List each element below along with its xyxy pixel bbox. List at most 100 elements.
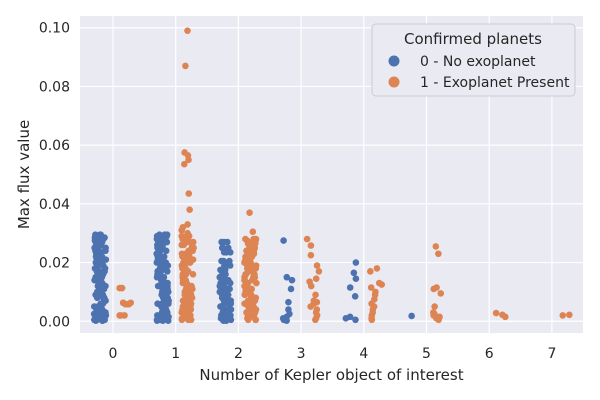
data-point-no-exoplanet [285,298,292,306]
x-tick-label: 3 [297,346,306,362]
data-point-exoplanet-present [307,251,315,259]
data-point-exoplanet-present [559,312,567,319]
y-tick-label: 0.06 [39,138,70,154]
data-point-exoplanet-present [313,262,321,269]
y-tick-label: 0.02 [39,256,70,272]
data-point-exoplanet-present [430,285,438,293]
data-point-exoplanet-present [253,279,260,287]
data-point-exoplanet-present [185,190,193,197]
data-point-exoplanet-present [315,268,323,275]
data-point-exoplanet-present [122,300,129,308]
legend-marker-exoplanet-present [388,76,400,88]
data-point-no-exoplanet [408,312,415,320]
data-point-exoplanet-present [187,316,195,324]
legend-marker-no-exoplanet [388,55,400,67]
data-point-exoplanet-present [367,268,374,275]
data-point-exoplanet-present [492,309,500,317]
y-axis-label: Max flux value [15,120,33,229]
data-point-no-exoplanet [163,268,171,275]
data-point-exoplanet-present [367,284,375,291]
x-tick-label: 7 [547,346,556,362]
y-tick-label: 0.08 [39,79,70,95]
data-point-exoplanet-present [186,259,194,266]
data-point-no-exoplanet [287,285,295,293]
data-point-exoplanet-present [501,313,509,321]
data-point-exoplanet-present [186,206,193,214]
data-point-exoplanet-present [252,316,260,324]
data-point-exoplanet-present [184,27,191,34]
data-point-no-exoplanet [288,276,296,284]
data-point-exoplanet-present [312,291,319,299]
data-point-exoplanet-present [182,62,189,70]
data-point-no-exoplanet [220,248,228,256]
data-point-exoplanet-present [249,228,257,236]
x-tick-label: 5 [422,346,431,362]
y-tick-labels: 0.00 0.02 0.04 0.06 0.08 0.10 [39,21,70,331]
x-axis-label: Number of Kepler object of interest [199,366,463,384]
gridlines [80,16,583,333]
y-tick-label: 0.04 [39,197,70,213]
data-point-exoplanet-present [303,235,311,243]
data-point-no-exoplanet [350,269,358,277]
data-point-exoplanet-present [184,221,191,228]
data-point-no-exoplanet [218,238,225,246]
data-point-exoplanet-present [432,243,440,250]
data-point-no-exoplanet [225,300,233,307]
data-point-exoplanet-present [117,312,125,319]
data-point-no-exoplanet [222,317,230,324]
data-point-no-exoplanet [92,317,100,324]
data-point-exoplanet-present [116,284,123,292]
data-point-no-exoplanet [162,247,170,255]
data-point-no-exoplanet [226,279,234,287]
x-tick-label: 4 [359,346,368,362]
data-point-exoplanet-present [435,250,442,258]
data-point-no-exoplanet [352,259,360,266]
data-point-no-exoplanet [102,247,109,255]
data-point-exoplanet-present [435,316,442,324]
data-point-exoplanet-present [312,275,320,282]
legend-title: Confirmed planets [404,30,542,48]
x-tick-label: 1 [171,346,180,362]
data-point-no-exoplanet [346,284,354,291]
data-point-no-exoplanet [283,273,291,281]
data-point-exoplanet-present [180,160,188,168]
x-tick-label: 0 [109,346,118,362]
data-point-exoplanet-present [185,156,192,164]
data-point-no-exoplanet [217,303,225,310]
data-point-exoplanet-present [178,241,186,249]
data-point-no-exoplanet [93,294,101,302]
data-point-exoplanet-present [307,242,315,249]
data-point-exoplanet-present [244,316,252,324]
data-point-no-exoplanet [280,237,287,244]
data-point-no-exoplanet [223,238,231,246]
x-tick-labels: 0 1 2 3 4 5 6 7 [109,346,557,362]
data-point-no-exoplanet [283,317,290,324]
data-point-no-exoplanet [352,275,360,282]
data-point-no-exoplanet [99,317,106,324]
data-point-no-exoplanet [164,317,172,324]
data-point-exoplanet-present [368,316,376,324]
data-point-no-exoplanet [159,317,167,324]
data-point-no-exoplanet [227,306,235,313]
legend-box [371,23,576,97]
data-point-exoplanet-present [431,303,438,310]
legend: Confirmed planets 0 - No exoplanet 1 - E… [371,23,576,97]
data-point-exoplanet-present [241,291,249,299]
data-point-exoplanet-present [178,226,186,234]
data-point-exoplanet-present [378,281,385,288]
data-point-no-exoplanet [351,293,359,300]
x-tick-label: 2 [234,346,243,362]
data-point-no-exoplanet [342,315,350,322]
x-tick-label: 6 [485,346,494,362]
y-tick-label: 0.10 [39,21,70,37]
data-point-exoplanet-present [373,265,381,272]
data-point-exoplanet-present [307,282,315,290]
data-point-exoplanet-present [189,270,197,278]
data-point-exoplanet-present [243,247,250,255]
data-point-no-exoplanet [153,317,161,324]
data-point-no-exoplanet [352,316,359,324]
data-point-exoplanet-present [178,316,186,324]
data-points [90,27,573,324]
